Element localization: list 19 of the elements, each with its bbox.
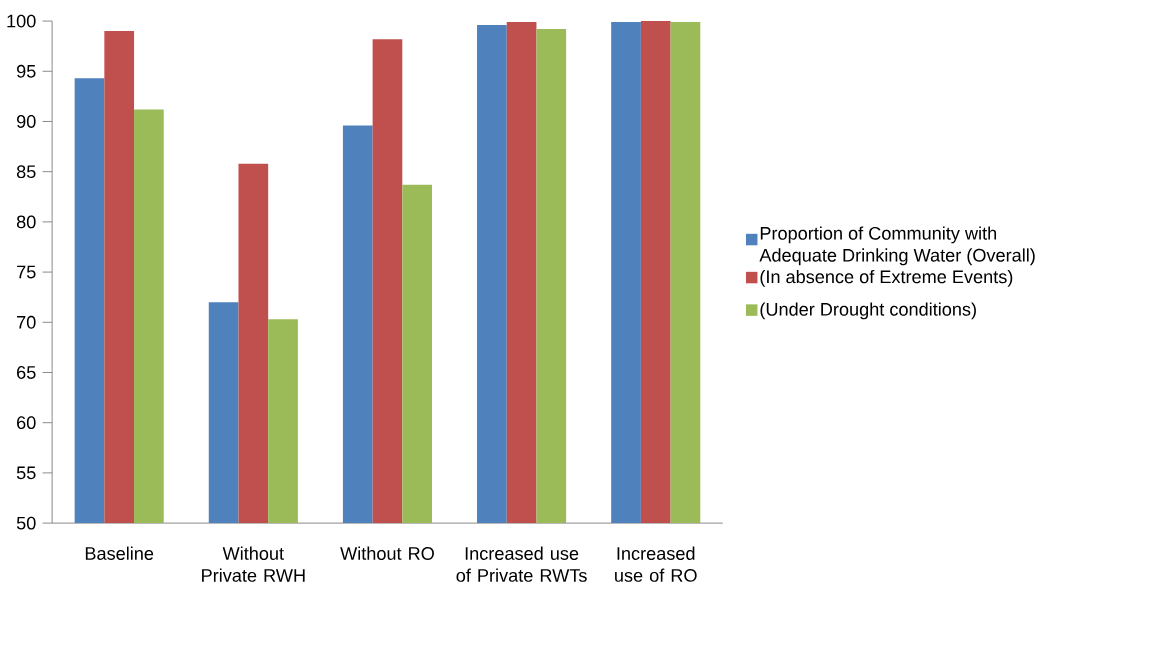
y-tick-label: 70: [17, 315, 36, 329]
y-tick-label: 60: [17, 416, 36, 430]
y-tick-label: 50: [16, 516, 36, 530]
legend-label: Proportion of Community with Adequate Drinking Water (Overall): [759, 226, 1035, 266]
legend-label: (In absence of Extreme Events): [760, 269, 1013, 287]
x-tick-label: Increased use of Private RWTs: [456, 546, 587, 582]
x-tick-label: Increased use of RO: [615, 546, 697, 582]
x-tick-label: Baseline: [85, 546, 154, 560]
legend-label: (Under Drought conditions): [760, 302, 976, 320]
y-tick-label: 55: [16, 466, 36, 480]
y-tick-label: 75: [17, 265, 36, 279]
x-tick-label: Without Private RWH: [202, 546, 305, 582]
y-tick-label: 90: [16, 115, 36, 128]
y-tick-label: 80: [16, 215, 36, 229]
y-tick-label: 85: [16, 165, 36, 179]
y-tick-label: 95: [16, 64, 36, 78]
y-tick-label: 65: [17, 366, 36, 379]
x-tick-label: Without RO: [340, 546, 434, 560]
y-tick-label: 100: [7, 14, 36, 28]
